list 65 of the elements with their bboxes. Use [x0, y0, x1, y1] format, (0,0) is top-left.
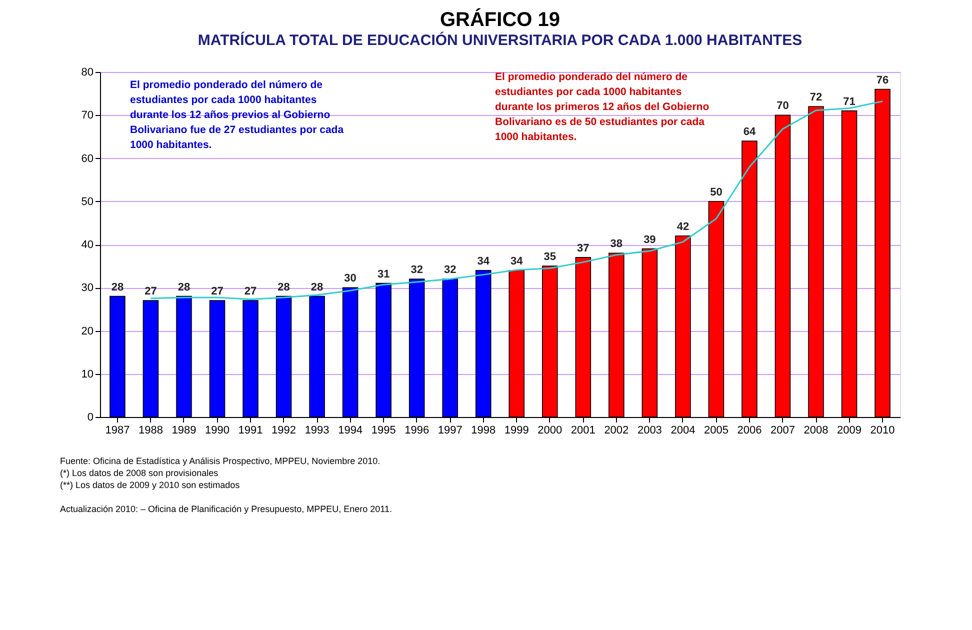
annotation: El promedio ponderado del número de estudiantes por cada 1000 habitantes durante los primeros 12 años del Gobierno Bolivariano es de 50 estudiantes por cada 1000 habitantes. — [495, 71, 710, 143]
y-tick-label: 40 — [81, 239, 94, 251]
text: Actualización 2010: – Oficina de Planificación y Presupuesto, MPPEU, Enero 2011. — [60, 504, 392, 514]
data-label: 31 — [377, 268, 390, 280]
x-tick-label: 2007 — [770, 424, 795, 436]
data-label: 42 — [676, 220, 690, 233]
data-label: 32 — [410, 264, 423, 276]
data-label: 28 — [278, 281, 290, 294]
x-tick-label: 2003 — [637, 424, 662, 436]
data-label: 28 — [310, 281, 324, 294]
x-tick-label: 2002 — [604, 424, 629, 436]
data-label: 72 — [810, 92, 822, 104]
y-tick-label: 30 — [81, 282, 94, 294]
x-tick-label: 1997 — [438, 424, 462, 436]
x-tick-label: 2008 — [804, 424, 828, 436]
data-label: 64 — [743, 126, 756, 138]
data-label: 27 — [244, 286, 257, 298]
x-tick-label: 1990 — [205, 424, 230, 436]
y-tick-label: 60 — [81, 152, 94, 165]
data-label: 76 — [876, 74, 889, 86]
x-tick-label: 2009 — [837, 424, 862, 436]
x-tick-label: 1987 — [105, 424, 130, 436]
data-label: 30 — [344, 272, 356, 285]
y-tick-label: 70 — [81, 110, 94, 122]
data-label: 34 — [477, 255, 490, 268]
y-tick-label: 10 — [81, 368, 94, 380]
source-note: Fuente: Oficina de Estadística y Análisis Prospectivo, MPPEU, Noviembre 2010. — [60, 456, 380, 466]
x-tick-label: 1989 — [172, 424, 196, 436]
x-tick-label: 1998 — [471, 424, 496, 436]
chart-subtitle: MATRÍCULA TOTAL DE EDUCACIÓN UNIVERSITARIA POR CADA 1.000 HABITANTES — [198, 31, 802, 49]
data-label: 27 — [144, 286, 157, 298]
x-tick-label: 1993 — [304, 424, 330, 436]
x-tick-label: 1999 — [504, 424, 529, 436]
x-tick-label: 2006 — [737, 424, 762, 436]
y-tick-label: 80 — [81, 66, 94, 78]
data-label: 39 — [644, 234, 656, 246]
data-label: 35 — [544, 251, 556, 264]
x-tick-label: 2004 — [670, 424, 696, 436]
x-tick-label: 1992 — [272, 424, 296, 436]
x-tick-label: 1991 — [238, 424, 263, 436]
annotation: El promedio ponderado del número de estudiantes por cada 1000 habitantes durante los 12 años previos al Gobierno Bolivariano fue de 27 estudiantes por cada 1000 habitantes. — [130, 79, 344, 151]
data-label: 71 — [843, 96, 856, 108]
data-label: 28 — [111, 281, 124, 294]
data-label: 27 — [211, 286, 224, 298]
y-tick-label: 20 — [81, 325, 94, 338]
x-tick-label: 1996 — [404, 424, 430, 436]
text: (**) Los datos de 2009 y 2010 son estimados — [60, 480, 240, 490]
x-tick-label: 2005 — [704, 424, 728, 436]
x-tick-label: 1995 — [371, 424, 396, 436]
text: (*) Los datos de 2008 son provisionales — [60, 468, 219, 478]
data-label: 38 — [610, 238, 623, 250]
data-label: 70 — [776, 100, 789, 112]
y-tick-label: 50 — [81, 196, 94, 208]
x-tick-label: 1988 — [138, 424, 163, 436]
x-tick-label: 2001 — [570, 424, 596, 436]
data-label: 28 — [178, 281, 190, 294]
y-tick-label: 0 — [87, 412, 94, 424]
x-tick-label: 1994 — [338, 424, 363, 436]
x-tick-label: 2000 — [538, 424, 562, 436]
chart-title: GRÁFICO 19 — [440, 8, 560, 31]
data-label: 50 — [710, 186, 722, 198]
data-label: 32 — [444, 264, 456, 276]
x-tick-label: 2010 — [870, 424, 895, 436]
data-label: 37 — [577, 242, 590, 254]
data-label: 34 — [510, 255, 524, 268]
